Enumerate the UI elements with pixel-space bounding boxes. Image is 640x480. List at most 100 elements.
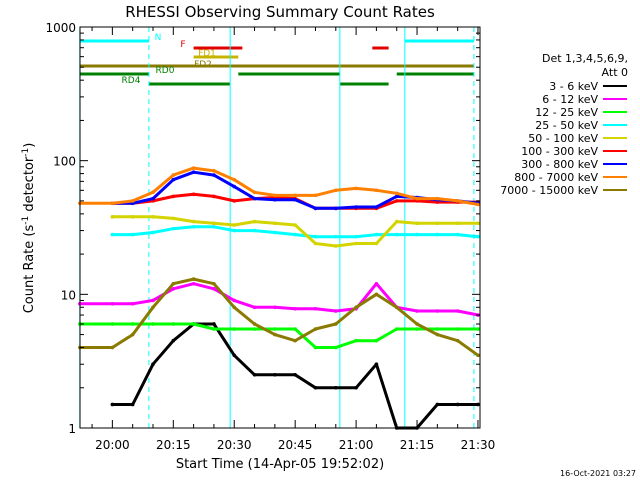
- series-point-0-7: [232, 353, 237, 358]
- series-point-8-2: [130, 332, 135, 337]
- series-point-2-2: [130, 322, 135, 326]
- series-point-0-11: [313, 385, 318, 390]
- legend-entry-label-0: 3 - 6 keV: [549, 80, 598, 93]
- y-label-mid: detector: [22, 156, 37, 216]
- x-tick-label: 20:30: [217, 438, 252, 452]
- series-point-7-2: [130, 199, 135, 203]
- series-point-7-19: [476, 202, 480, 207]
- flag-label-f: F: [180, 40, 185, 50]
- series-point-7-18: [455, 199, 460, 203]
- series-line-1: [79, 282, 479, 317]
- series-point-2-15: [394, 327, 399, 331]
- series-point-0-4: [171, 338, 176, 343]
- series-point-2-1: [110, 322, 115, 326]
- series-point-8-16: [415, 322, 419, 326]
- x-tick-label: 21:15: [400, 438, 435, 452]
- series-point-7-16: [415, 196, 419, 201]
- series-point-4-5: [191, 219, 196, 224]
- series-point-6-6: [212, 173, 216, 177]
- series-point-2-14: [374, 338, 379, 343]
- series-point-6-12: [333, 206, 338, 211]
- series-point-8-14: [374, 292, 379, 297]
- series-point-8-15: [394, 305, 399, 310]
- chart-title: RHESSI Observing Summary Count Rates: [125, 3, 435, 21]
- series-point-3-2: [130, 232, 135, 237]
- series-point-1-17: [435, 309, 440, 313]
- series-point-3-11: [313, 234, 318, 239]
- series-point-2-19: [476, 327, 480, 331]
- series-point-8-1: [110, 345, 115, 350]
- series-point-3-15: [394, 232, 399, 237]
- series-point-7-15: [394, 191, 399, 196]
- x-tick-label: 21:00: [339, 438, 374, 452]
- series-point-7-10: [293, 193, 297, 198]
- series-point-6-13: [354, 205, 358, 209]
- series-point-6-15: [394, 194, 399, 199]
- series-line-7: [79, 166, 479, 206]
- series-point-3-6: [212, 225, 216, 229]
- series-point-4-17: [435, 221, 440, 226]
- series-point-1-4: [171, 287, 176, 291]
- flag-label-rd0: RD0: [156, 66, 175, 76]
- series-point-5-5: [191, 192, 196, 197]
- series-point-0-10: [293, 373, 297, 377]
- series-point-6-8: [252, 196, 257, 201]
- legend-entry-label-5: 100 - 300 keV: [521, 145, 598, 158]
- series-point-4-1: [110, 215, 115, 219]
- series-point-3-14: [374, 232, 379, 237]
- legend-entry-label-8: 7000 - 15000 keV: [500, 184, 598, 197]
- series-point-4-6: [212, 221, 216, 226]
- series-point-0-6: [212, 322, 216, 326]
- series-point-1-14: [374, 281, 379, 286]
- series-point-4-19: [476, 221, 480, 226]
- series-point-8-7: [232, 305, 237, 310]
- series-point-8-12: [333, 322, 338, 326]
- series-point-8-10: [293, 338, 297, 343]
- series-point-5-15: [394, 199, 399, 203]
- series-point-7-1: [110, 201, 115, 206]
- series-point-4-11: [313, 241, 318, 246]
- series-point-4-3: [151, 215, 155, 219]
- series-point-2-9: [273, 327, 277, 331]
- series-point-2-12: [333, 345, 338, 350]
- series-point-0-14: [374, 362, 379, 367]
- y-tick-label: 10: [61, 288, 76, 302]
- series-point-2-13: [354, 338, 358, 343]
- series-point-1-12: [333, 309, 338, 313]
- series-point-4-12: [333, 244, 338, 248]
- series-point-8-9: [273, 332, 277, 337]
- series-point-8-3: [151, 305, 155, 310]
- series-point-0-13: [354, 385, 358, 390]
- series-point-4-16: [415, 221, 419, 226]
- series-line-8: [79, 277, 479, 357]
- series-point-5-6: [212, 194, 216, 199]
- series-point-2-4: [171, 322, 176, 326]
- legend-header-1: Det 1,3,4,5,6,9,: [542, 52, 628, 65]
- series-point-3-19: [476, 234, 480, 239]
- series-point-2-17: [435, 327, 440, 331]
- series-point-6-7: [232, 184, 237, 189]
- series-point-5-4: [171, 194, 176, 199]
- series-point-7-8: [252, 190, 257, 195]
- series-point-1-8: [252, 305, 257, 310]
- footer-date: 16-Oct-2021 03:27: [560, 469, 636, 478]
- series-point-1-9: [273, 305, 277, 310]
- series-point-3-17: [435, 232, 440, 237]
- series-point-7-12: [333, 188, 338, 193]
- y-tick-label: 100: [53, 155, 76, 169]
- y-label-end: ): [22, 143, 37, 148]
- flag-label-fd2: FD2: [194, 60, 212, 70]
- series-point-4-9: [273, 221, 277, 226]
- series-point-3-18: [455, 232, 460, 237]
- series-point-4-15: [394, 219, 399, 224]
- flag-label-rd4: RD4: [122, 76, 141, 86]
- series-point-4-10: [293, 223, 297, 227]
- series-point-3-9: [273, 230, 277, 235]
- series-point-1-1: [110, 301, 115, 306]
- series-point-0-3: [151, 362, 155, 367]
- series-point-7-13: [354, 186, 358, 191]
- series-point-6-9: [273, 197, 277, 202]
- series-point-7-4: [171, 173, 176, 177]
